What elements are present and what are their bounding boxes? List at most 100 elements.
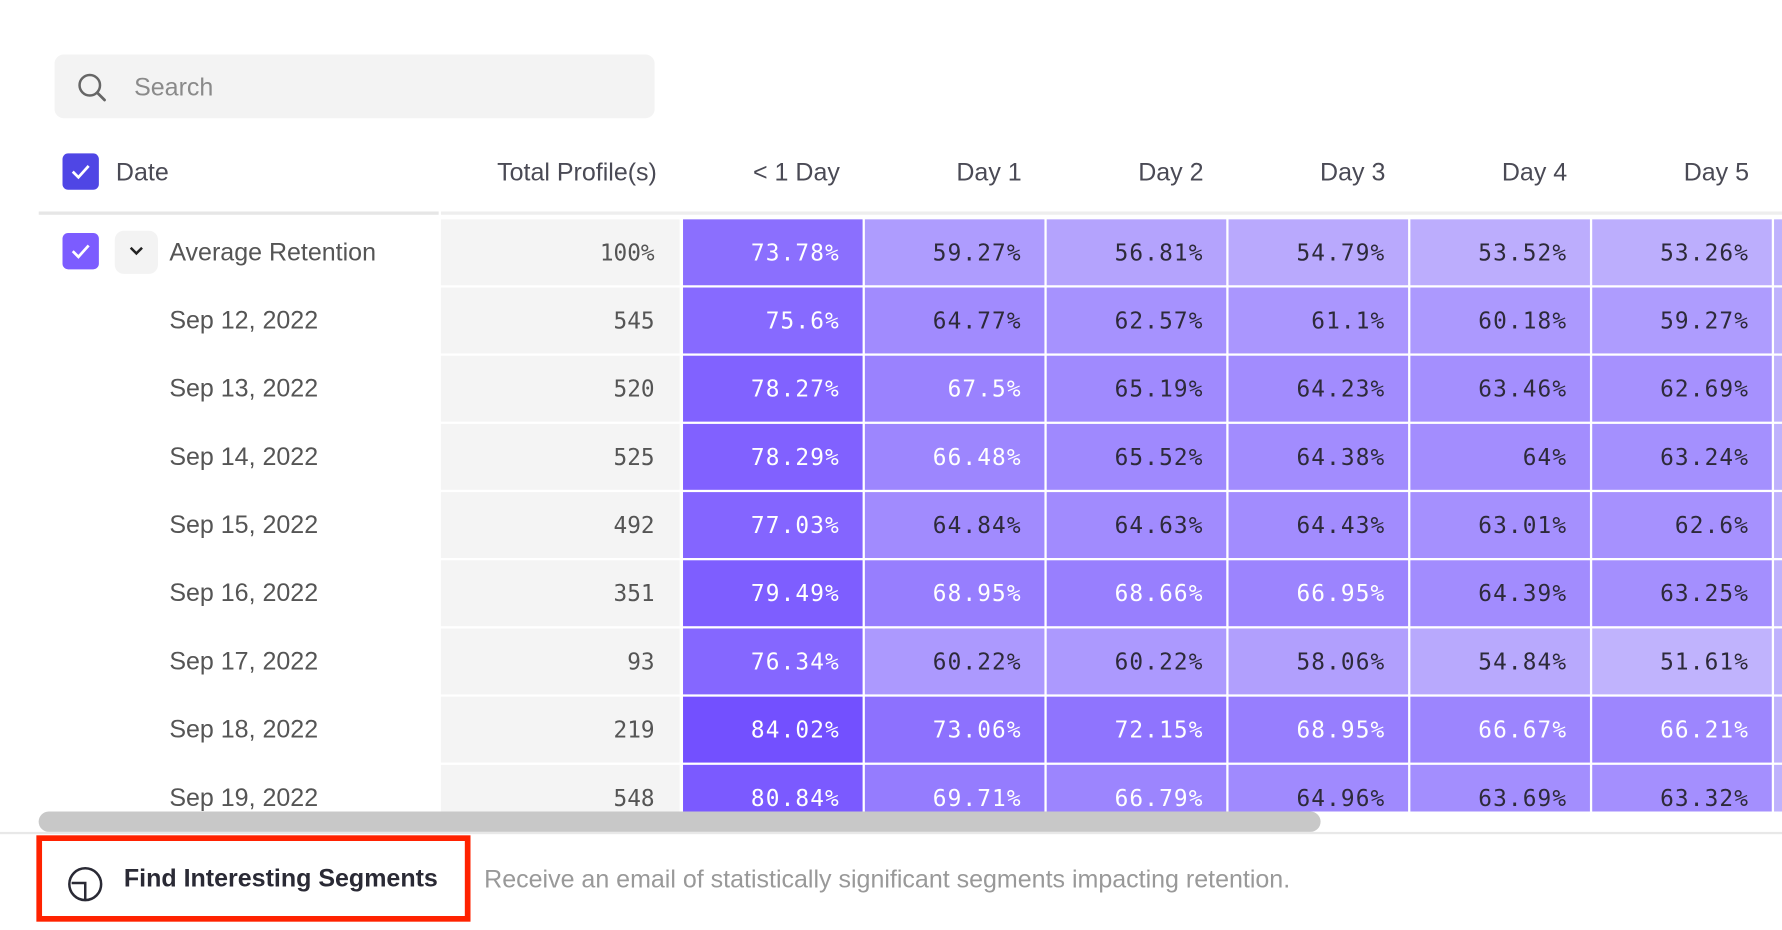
total-profiles-cell: 219	[440, 696, 680, 763]
header-date[interactable]: Date	[115, 157, 169, 187]
retention-cell[interactable]: 64.38%	[1228, 423, 1409, 490]
retention-cell[interactable]: 66.21%	[1592, 696, 1772, 763]
header-day-0[interactable]: < 1 Day	[752, 157, 840, 187]
table-row[interactable]: Sep 13, 2022 520 78.27% 67.5% 65.19% 64.23% 63…	[39, 355, 1782, 422]
retention-cell[interactable]: 80.84%	[683, 764, 863, 812]
table-row[interactable]: Sep 16, 2022 351 79.49% 68.95% 68.66% 66.95% 6…	[39, 560, 1782, 627]
retention-cell[interactable]: 53.26%	[1592, 219, 1772, 286]
row-label: Sep 18, 2022	[169, 714, 319, 744]
retention-cell[interactable]: 62.57%	[1046, 287, 1227, 354]
retention-cell[interactable]: 59.27%	[1592, 287, 1772, 354]
average-retention-checkbox[interactable]	[62, 232, 99, 270]
retention-cell[interactable]: 54.79%	[1228, 219, 1409, 286]
retention-cell[interactable]: 62.6%	[1592, 492, 1772, 559]
table-row[interactable]: Sep 12, 2022 545 75.6% 64.77% 62.57% 61.1% 60.…	[39, 287, 1782, 354]
retention-cell[interactable]: 73.06%	[864, 696, 1045, 763]
find-interesting-segments-button[interactable]: Find Interesting Segments	[36, 835, 471, 922]
retention-cell[interactable]: 64.23%	[1228, 355, 1409, 422]
checkmark-icon	[71, 165, 90, 180]
retention-cell-partial	[1774, 560, 1782, 627]
retention-cell[interactable]: 58.06%	[1228, 628, 1409, 695]
retention-cell[interactable]: 56.81%	[1046, 219, 1227, 286]
header-day-5[interactable]: Day 5	[1683, 157, 1750, 187]
select-all-checkbox[interactable]	[62, 153, 99, 190]
retention-cell[interactable]: 66.95%	[1228, 560, 1409, 627]
header-day-2[interactable]: Day 2	[1138, 157, 1204, 187]
retention-cell[interactable]: 78.27%	[683, 355, 863, 422]
retention-cell[interactable]: 66.67%	[1410, 696, 1590, 763]
retention-cell[interactable]: 68.95%	[1228, 696, 1409, 763]
retention-cell[interactable]: 75.6%	[683, 287, 863, 354]
row-label: Sep 15, 2022	[169, 510, 319, 539]
header-day-1[interactable]: Day 1	[956, 157, 1022, 187]
header-day-4[interactable]: Day 4	[1501, 157, 1568, 187]
chevron-down-icon	[129, 246, 143, 256]
retention-cell-partial	[1774, 423, 1782, 490]
retention-cell[interactable]: 63.46%	[1410, 355, 1590, 422]
table-row[interactable]: Sep 17, 2022 93 76.34% 60.22% 60.22% 58.06% 54…	[39, 628, 1782, 695]
retention-cell[interactable]: 67.5%	[864, 355, 1045, 422]
row-date: Sep 12, 2022	[39, 288, 439, 354]
retention-cell[interactable]: 66.79%	[1046, 764, 1227, 812]
retention-cell[interactable]: 59.27%	[864, 219, 1045, 286]
retention-cell[interactable]: 63.32%	[1592, 764, 1772, 812]
checkmark-icon	[71, 244, 90, 259]
retention-cell[interactable]: 63.24%	[1592, 423, 1772, 490]
retention-cell[interactable]: 63.01%	[1410, 492, 1590, 559]
retention-cell[interactable]: 73.78%	[683, 219, 863, 286]
search-input[interactable]	[131, 54, 637, 121]
horizontal-scrollbar[interactable]	[38, 811, 1321, 832]
retention-cell[interactable]: 68.66%	[1046, 560, 1227, 627]
retention-cell[interactable]: 66.48%	[864, 423, 1045, 490]
retention-cell[interactable]: 65.19%	[1046, 355, 1227, 422]
total-profiles-cell: 545	[440, 287, 680, 354]
retention-cell[interactable]: 64.63%	[1046, 492, 1227, 559]
retention-cell[interactable]: 77.03%	[683, 492, 863, 559]
retention-cell-partial	[1774, 696, 1782, 763]
table-row[interactable]: Sep 19, 2022 548 80.84% 69.71% 66.79% 64.96% 6…	[39, 764, 1782, 812]
retention-cell[interactable]: 76.34%	[683, 628, 863, 695]
retention-cell[interactable]: 54.84%	[1410, 628, 1590, 695]
row-label: Average Retention	[169, 237, 376, 266]
retention-cell[interactable]: 60.22%	[1046, 628, 1227, 695]
retention-cell[interactable]: 64.43%	[1228, 492, 1409, 559]
expand-toggle[interactable]	[114, 230, 158, 274]
retention-cell[interactable]: 64.39%	[1410, 560, 1590, 627]
retention-cell[interactable]: 62.69%	[1592, 355, 1772, 422]
total-profiles-cell: 100%	[440, 219, 680, 286]
retention-cell[interactable]: 64.77%	[864, 287, 1045, 354]
search-box[interactable]	[54, 54, 655, 121]
retention-cell[interactable]: 64.96%	[1228, 764, 1409, 812]
retention-cell[interactable]: 84.02%	[683, 696, 863, 763]
search-icon	[78, 73, 106, 102]
row-label: Sep 16, 2022	[169, 578, 319, 607]
retention-cell[interactable]: 53.52%	[1410, 219, 1590, 286]
retention-cell[interactable]: 68.95%	[864, 560, 1045, 627]
retention-cell[interactable]: 64%	[1410, 423, 1590, 490]
retention-cell[interactable]: 64.84%	[864, 492, 1045, 559]
table-row[interactable]: Sep 18, 2022 219 84.02% 73.06% 72.15% 68.95% 6…	[39, 696, 1782, 763]
total-profiles-cell: 492	[440, 492, 680, 559]
row-date: Sep 18, 2022	[39, 697, 439, 763]
row-label: Sep 17, 2022	[169, 646, 319, 676]
row-label: Sep 19, 2022	[169, 783, 319, 812]
retention-cell[interactable]: 51.61%	[1592, 628, 1772, 695]
retention-cell[interactable]: 72.15%	[1046, 696, 1227, 763]
retention-cell-partial	[1774, 355, 1782, 422]
retention-cell-partial	[1774, 628, 1782, 695]
header-total-profiles[interactable]: Total Profile(s)	[497, 157, 657, 187]
retention-cell[interactable]: 63.69%	[1410, 764, 1590, 812]
header-day-3[interactable]: Day 3	[1320, 157, 1386, 187]
average-retention-label: Average Retention	[39, 219, 439, 285]
average-retention-row[interactable]: Average Retention 100% 73.78% 59.27% 56.81% 5…	[39, 219, 1782, 286]
retention-cell[interactable]: 79.49%	[683, 560, 863, 627]
retention-cell[interactable]: 78.29%	[683, 423, 863, 490]
retention-cell[interactable]: 63.25%	[1592, 560, 1772, 627]
retention-cell[interactable]: 60.18%	[1410, 287, 1590, 354]
retention-cell[interactable]: 61.1%	[1228, 287, 1409, 354]
retention-cell[interactable]: 65.52%	[1046, 423, 1227, 490]
retention-cell[interactable]: 69.71%	[864, 764, 1045, 812]
retention-cell[interactable]: 60.22%	[864, 628, 1045, 695]
table-row[interactable]: Sep 15, 2022 492 77.03% 64.84% 64.63% 64.43% 6…	[39, 492, 1782, 559]
table-row[interactable]: Sep 14, 2022 525 78.29% 66.48% 65.52% 64.38% 6…	[39, 423, 1782, 490]
